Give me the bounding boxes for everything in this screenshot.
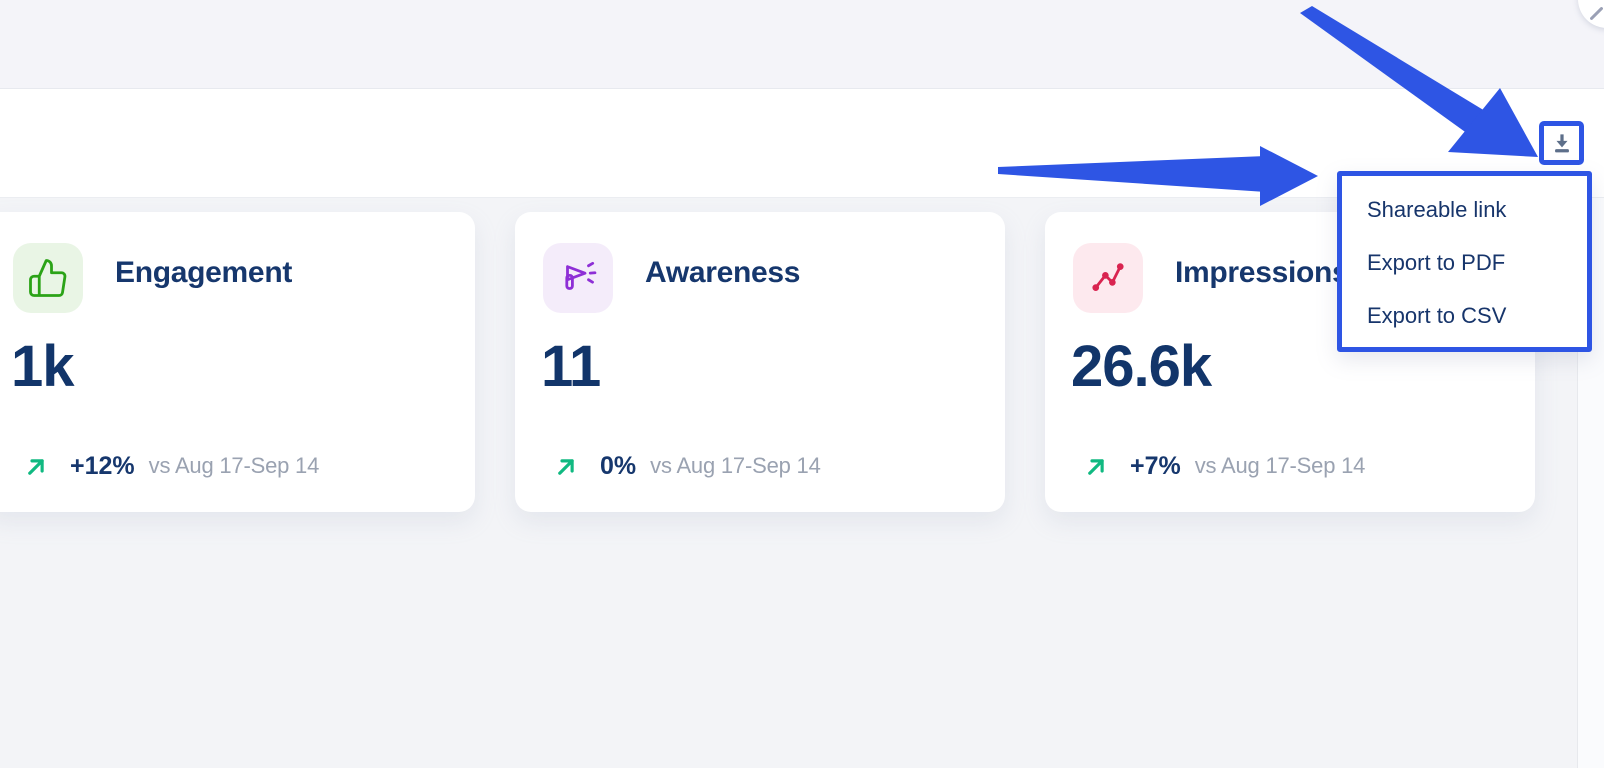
- metric-title: Awareness: [645, 256, 801, 289]
- metric-value: 26.6k: [1071, 334, 1212, 399]
- scatter-icon: [1087, 257, 1129, 299]
- menu-item-export-csv[interactable]: Export to CSV: [1367, 302, 1507, 328]
- metric-title: Impressions: [1175, 256, 1349, 289]
- menu-item-export-pdf[interactable]: Export to PDF: [1367, 249, 1506, 275]
- download-icon: [1549, 130, 1575, 156]
- metric-delta: 0%: [600, 451, 637, 480]
- metric-compare-label: vs Aug 17-Sep 14: [148, 453, 320, 478]
- page-header-band: [0, 0, 1604, 89]
- metric-delta-row: +7% vs Aug 17-Sep 14: [1083, 450, 1365, 482]
- menu-item-shareable-link[interactable]: Shareable link: [1367, 196, 1507, 222]
- metric-value: 11: [541, 334, 601, 399]
- metric-compare-label: vs Aug 17-Sep 14: [1194, 453, 1366, 478]
- metric-delta-row: 0% vs Aug 17-Sep 14: [553, 450, 821, 482]
- impressions-icon-box: [1073, 243, 1143, 313]
- trend-up-icon: [1083, 453, 1110, 480]
- export-download-button[interactable]: [1539, 121, 1584, 165]
- content-right-divider: [1577, 197, 1578, 768]
- trend-up-icon: [23, 453, 50, 480]
- metric-delta-row: +12% vs Aug 17-Sep 14: [23, 450, 319, 482]
- awareness-icon-box: [543, 243, 613, 313]
- engagement-icon-box: [13, 243, 83, 313]
- metric-delta: +7%: [1130, 451, 1181, 480]
- metric-delta: +12%: [70, 451, 135, 480]
- thumbs-up-icon: [27, 257, 69, 299]
- metric-value: 1k: [11, 334, 75, 399]
- export-menu: Shareable link Export to PDF Export to C…: [1337, 171, 1592, 352]
- metric-card-engagement: Engagement 1k +12% vs Aug 17-Sep 14: [0, 212, 475, 512]
- metric-compare-label: vs Aug 17-Sep 14: [650, 453, 821, 478]
- metric-title: Engagement: [115, 256, 293, 289]
- megaphone-icon: [557, 257, 599, 299]
- metric-card-awareness: Awareness 11 0% vs Aug 17-Sep 14: [515, 212, 1005, 512]
- trend-up-icon: [553, 453, 580, 480]
